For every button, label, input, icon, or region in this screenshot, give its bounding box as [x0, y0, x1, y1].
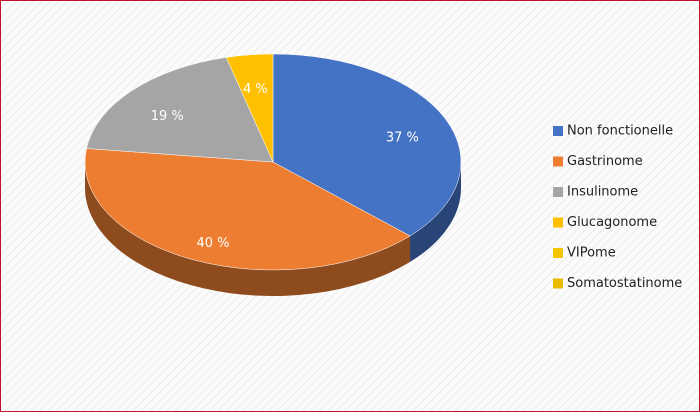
slice: [225, 53, 274, 163]
legend-swatch: [553, 187, 563, 197]
slice-side: [410, 162, 461, 262]
legend-label: Non fonctionelle: [567, 124, 673, 139]
legend-label: Gastrinome: [567, 154, 643, 169]
legend-swatch: [553, 217, 563, 228]
legend-swatch: [553, 278, 563, 289]
legend-label: Somatostatinome: [567, 276, 682, 291]
slice: [272, 53, 462, 237]
legend-label: VIPome: [567, 246, 616, 261]
data-label: 40 %: [196, 236, 229, 251]
slice-side: [85, 162, 411, 297]
data-label: 37 %: [386, 130, 419, 145]
legend-swatch: [553, 126, 563, 136]
data-label: 4 %: [243, 82, 268, 97]
data-label: 19 %: [151, 109, 184, 124]
legend: Non fonctionelle Gastrinome Insulinome Gluc…: [553, 124, 682, 291]
legend-swatch: [553, 248, 563, 258]
legend-swatch: [553, 156, 563, 167]
slice: [86, 57, 274, 163]
legend-label: Insulinome: [567, 185, 638, 200]
pie: 37 % 40 % 19 % 4 %: [84, 53, 462, 297]
legend-label: Glucagonome: [567, 215, 657, 230]
slice: [84, 148, 411, 271]
